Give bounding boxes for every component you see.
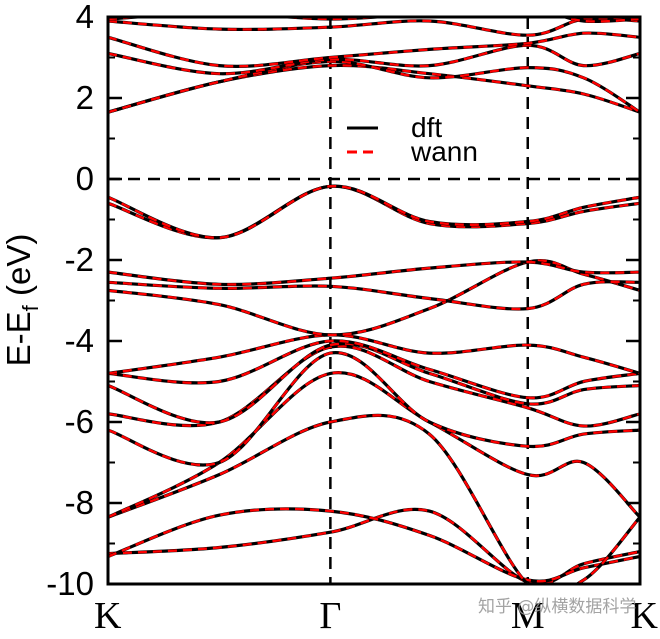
band-dft-4 bbox=[108, 351, 640, 467]
band-wann-9 bbox=[108, 259, 640, 337]
band-dft-19 bbox=[108, 17, 640, 24]
axis-ticks: 420-2-4-6-8-10K Γ M K bbox=[46, 0, 658, 637]
band-dft-0 bbox=[108, 507, 640, 584]
band-wann-15 bbox=[108, 60, 640, 114]
y-axis-label: E-Ef (eV) bbox=[0, 234, 43, 367]
y-tick-label-0: 4 bbox=[76, 0, 94, 35]
y-tick-label-6: -8 bbox=[65, 484, 94, 521]
band-wann-4 bbox=[108, 351, 640, 467]
band-dft-1 bbox=[108, 507, 640, 583]
band-lines bbox=[108, 17, 640, 584]
band-wann-16 bbox=[108, 44, 640, 75]
band-wann-19 bbox=[108, 17, 640, 23]
x-tick-label-1: Γ bbox=[319, 595, 341, 637]
band-wann-0 bbox=[108, 508, 640, 584]
band-wann-6 bbox=[108, 342, 640, 425]
band-wann-2 bbox=[108, 414, 640, 584]
band-wann-7 bbox=[108, 339, 640, 399]
band-wann-17 bbox=[108, 31, 640, 68]
legend-wann-label: wann bbox=[410, 136, 478, 167]
y-tick-label-3: -2 bbox=[65, 241, 94, 278]
band-dft-13 bbox=[108, 184, 640, 240]
x-tick-label-2: M bbox=[511, 595, 545, 637]
y-tick-label-2: 0 bbox=[76, 160, 94, 197]
reference-lines bbox=[108, 17, 640, 584]
y-tick-label-1: 2 bbox=[76, 79, 94, 116]
x-tick-label-0: K bbox=[94, 595, 122, 637]
legend: dft wann bbox=[347, 112, 478, 167]
band-wann-10 bbox=[108, 280, 640, 311]
band-dft-12 bbox=[108, 184, 640, 240]
legend-dft-label: dft bbox=[411, 112, 442, 143]
band-wann-18 bbox=[108, 17, 640, 37]
band-dft-3 bbox=[108, 371, 640, 519]
band-wann-3 bbox=[108, 371, 640, 519]
band-wann-8 bbox=[108, 333, 640, 375]
band-wann-1 bbox=[108, 507, 640, 583]
band-wann-11 bbox=[108, 260, 640, 286]
band-wann-12 bbox=[108, 185, 640, 239]
watermark-text: 知乎 @纵横数据科学 bbox=[478, 597, 636, 617]
x-tick-label-3: K bbox=[631, 595, 659, 637]
y-tick-label-5: -6 bbox=[65, 403, 94, 440]
y-tick-label-4: -4 bbox=[65, 322, 94, 359]
y-tick-label-7: -10 bbox=[46, 565, 94, 602]
band-wann-13 bbox=[108, 185, 640, 239]
plot-frame bbox=[106, 15, 642, 586]
